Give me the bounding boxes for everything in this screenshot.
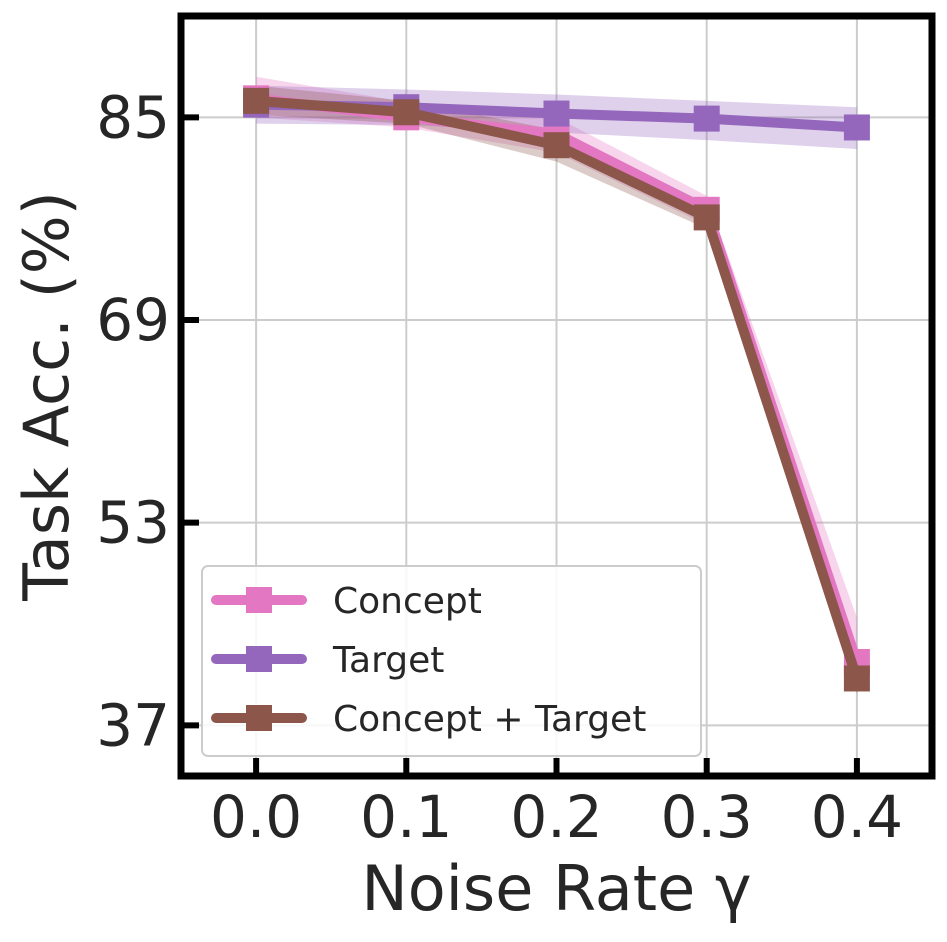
x-tick-label: 0.2	[510, 783, 602, 851]
legend-swatch-marker	[246, 705, 272, 731]
data-point	[393, 99, 420, 126]
series-lines	[243, 85, 870, 692]
legend-box	[201, 565, 702, 757]
data-point	[843, 114, 870, 141]
legend-label: Concept + Target	[333, 699, 646, 740]
data-point	[843, 665, 870, 692]
x-tick-label: 0.1	[360, 783, 452, 851]
y-tick-label: 37	[96, 691, 170, 759]
x-axis-title: Noise Rate γ	[361, 852, 751, 925]
legend-swatch-marker	[246, 587, 272, 613]
axis-ticks: 0.0 0.1 0.2 0.3 0.4 37 53 69 85	[96, 83, 903, 851]
legend-swatch-marker	[246, 646, 272, 672]
legend-label: Concept	[333, 581, 482, 622]
data-point	[543, 132, 570, 159]
x-tick-label: 0.4	[811, 783, 903, 851]
legend: Concept Target Concept + Target	[201, 565, 702, 757]
legend-label: Target	[332, 640, 444, 681]
data-point	[693, 204, 720, 231]
y-axis-title: Task Acc. (%)	[10, 191, 83, 602]
data-point	[693, 105, 720, 132]
y-tick-label: 69	[96, 286, 170, 354]
data-point	[543, 100, 570, 127]
x-tick-label: 0.3	[661, 783, 753, 851]
y-tick-label: 85	[96, 83, 170, 151]
data-point	[243, 87, 270, 114]
x-tick-label: 0.0	[210, 783, 302, 851]
y-tick-label: 53	[96, 489, 170, 557]
